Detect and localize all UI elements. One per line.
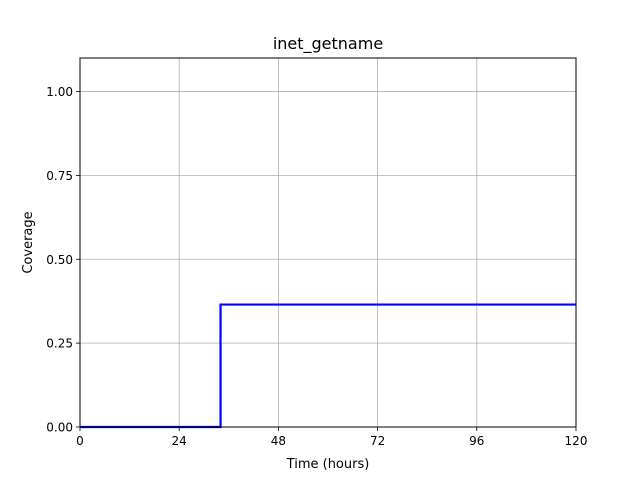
- x-tick-label: 24: [172, 434, 187, 448]
- x-tick-label: 72: [370, 434, 385, 448]
- x-axis-ticks: 0 24 48 72 96 120: [76, 427, 587, 448]
- y-tick-label: 0.25: [46, 337, 73, 351]
- x-tick-label: 48: [271, 434, 286, 448]
- x-tick-label: 96: [469, 434, 484, 448]
- chart-title: inet_getname: [273, 34, 383, 54]
- x-tick-label: 120: [565, 434, 588, 448]
- x-tick-label: 0: [76, 434, 84, 448]
- y-axis-ticks: 0.00 0.25 0.50 0.75 1.00: [46, 85, 80, 435]
- x-axis-label: Time (hours): [286, 457, 370, 472]
- y-tick-label: 0.75: [46, 169, 73, 183]
- plot-frame: [79, 57, 577, 428]
- y-tick-label: 0.50: [46, 253, 73, 267]
- y-tick-label: 0.00: [46, 421, 73, 435]
- y-axis-label: Coverage: [21, 211, 36, 273]
- y-tick-label: 1.00: [46, 85, 73, 99]
